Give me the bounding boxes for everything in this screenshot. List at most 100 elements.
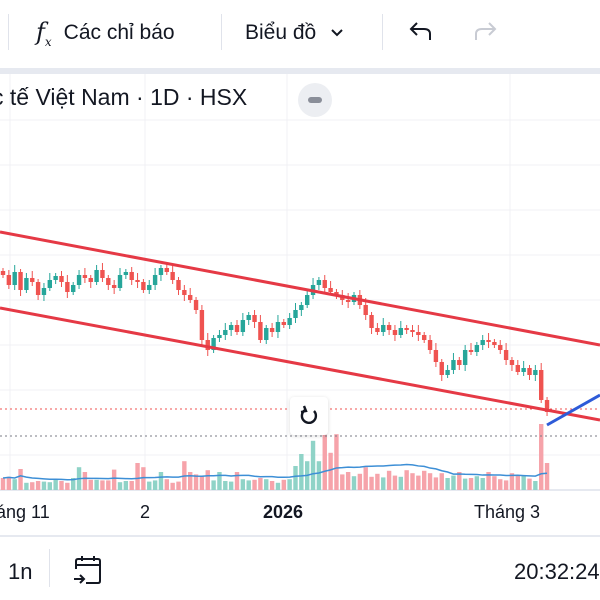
function-icon: fx: [36, 17, 52, 49]
candle-body: [129, 272, 134, 280]
bottom-bar: 1n 20:32:24: [0, 535, 600, 600]
volume-bar: [41, 481, 47, 490]
volume-bar: [457, 472, 462, 490]
volume-bar: [287, 479, 292, 490]
volume-bar: [310, 440, 316, 490]
channel-lower-line: [0, 306, 600, 422]
undo-icon[interactable]: [408, 20, 434, 44]
candle-body: [509, 360, 515, 365]
candle-body: [71, 285, 76, 292]
reset-chart-button[interactable]: [290, 397, 328, 435]
candle-body: [18, 272, 23, 290]
volume-bar: [35, 481, 41, 490]
candle-body: [158, 268, 164, 275]
volume-bar: [398, 476, 403, 490]
volume-bar: [404, 470, 409, 490]
candle-body: [30, 278, 35, 282]
go-to-date-icon[interactable]: [72, 553, 104, 587]
x-axis-label: Tháng 3: [474, 502, 541, 522]
volume-bar: [170, 482, 175, 490]
minus-icon: [308, 97, 322, 103]
clock-time: 20:32:24: [514, 559, 600, 584]
volume-bar: [211, 480, 216, 490]
candle-body: [205, 340, 210, 350]
candle-body: [170, 272, 175, 280]
volume-bar: [433, 477, 439, 490]
volume-bar: [322, 434, 327, 490]
candle-body: [281, 322, 286, 325]
volume-bar: [246, 480, 251, 490]
candle-body: [217, 335, 222, 338]
volume-bar: [503, 480, 509, 490]
candle-body: [322, 280, 327, 288]
candle-body: [521, 368, 526, 372]
range-1y-button[interactable]: 1n: [8, 559, 33, 584]
volume-bar: [468, 478, 474, 490]
candle-body: [422, 335, 427, 340]
volume-bar: [94, 479, 99, 490]
candle-body: [404, 328, 409, 330]
candle-body: [123, 272, 129, 275]
divider: [221, 14, 222, 50]
volume-bar: [147, 481, 152, 490]
redo-icon[interactable]: [472, 20, 498, 44]
volume-bar: [410, 473, 415, 490]
collapse-legend-button[interactable]: [298, 83, 332, 117]
symbol-title: c tế Việt Nam · 1D · HSX: [0, 84, 247, 111]
indicators-button[interactable]: fx Các chỉ báo: [36, 16, 175, 50]
volume-bar: [474, 476, 480, 490]
volume-bar: [123, 481, 129, 490]
candle-body: [498, 345, 503, 350]
volume-bar: [0, 478, 6, 490]
volume-bar: [240, 479, 246, 490]
volume-bar: [515, 475, 520, 490]
price-chart[interactable]: [0, 74, 600, 534]
volume-bar: [386, 470, 392, 490]
volume-bar: [351, 476, 357, 490]
candle-body: [141, 282, 146, 290]
volume-bar: [258, 478, 263, 490]
candle-body: [328, 288, 333, 292]
volume-bar: [369, 476, 374, 490]
candle-body: [480, 340, 485, 345]
candle-body: [392, 330, 398, 335]
candle-body: [240, 320, 246, 332]
volume-bar: [135, 463, 140, 490]
volume-bar: [188, 472, 193, 490]
volume-bar: [451, 475, 456, 490]
volume-bar: [106, 480, 111, 490]
channel-upper-line: [0, 230, 600, 347]
volume-bar: [71, 478, 76, 490]
volume-bar: [12, 479, 17, 490]
volume-bar: [18, 469, 23, 490]
candle-body: [369, 315, 374, 328]
candle-body: [398, 328, 403, 335]
candle-body: [164, 268, 169, 272]
candle-body: [299, 305, 304, 310]
candle-body: [416, 332, 421, 335]
volume-bar: [24, 482, 29, 490]
candle-body: [468, 350, 474, 352]
candle-body: [533, 370, 538, 375]
volume-bar: [223, 481, 228, 490]
candle-body: [544, 400, 550, 412]
candle-body: [258, 322, 263, 340]
toolbar: fx Các chỉ báo Biểu đồ: [0, 0, 600, 68]
divider: [382, 14, 383, 50]
candle-body: [188, 295, 193, 300]
volume-bar: [486, 472, 491, 490]
candle-body: [0, 271, 6, 275]
volume-bar: [82, 472, 88, 490]
volume-bar: [100, 480, 105, 490]
volume-bar: [340, 474, 345, 490]
volume-bar: [193, 474, 199, 490]
candle-body: [269, 328, 275, 332]
candle-body: [65, 282, 70, 292]
volume-bar: [117, 482, 123, 490]
chart-type-button[interactable]: Biểu đồ: [245, 16, 344, 50]
reset-icon: [300, 405, 318, 424]
volume-bar: [281, 479, 286, 490]
candle-body: [433, 350, 439, 362]
candle-body: [363, 305, 368, 315]
candle-body: [106, 278, 111, 285]
